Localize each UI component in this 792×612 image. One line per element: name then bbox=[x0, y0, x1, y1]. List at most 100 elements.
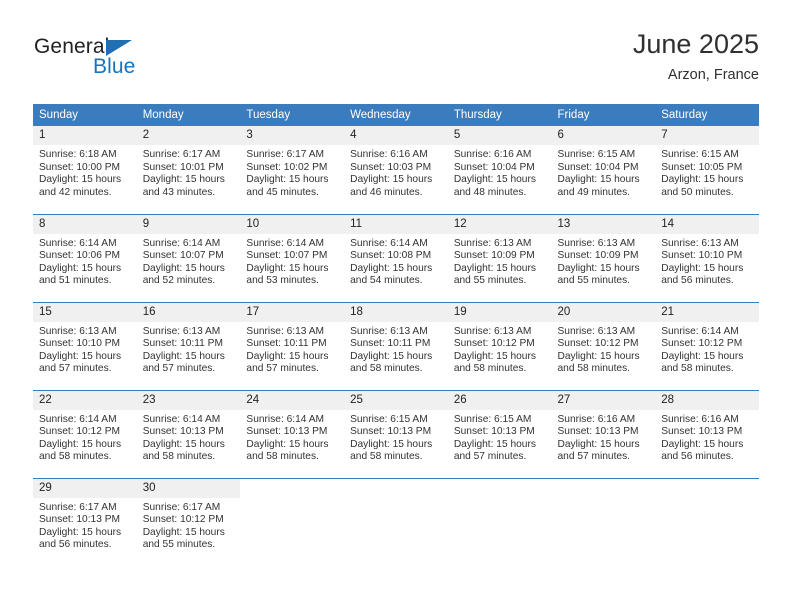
daylight-duration-line1: Daylight: 15 hours bbox=[142, 526, 225, 538]
day-number: 21 bbox=[655, 302, 759, 322]
daylight-duration-line2: and 56 minutes. bbox=[661, 451, 734, 463]
daylight-duration-line2: and 58 minutes. bbox=[350, 363, 423, 375]
daylight-duration-line1: Daylight: 15 hours bbox=[557, 174, 640, 186]
day-number: 9 bbox=[136, 214, 241, 234]
calendar-day-cell[interactable]: 3 Sunrise: 6:17 AM Sunset: 10:02 PM Dayligh… bbox=[240, 126, 345, 214]
daylight-duration-line2: and 58 minutes. bbox=[39, 451, 112, 463]
daylight-duration-line1: Daylight: 15 hours bbox=[661, 174, 744, 186]
day-number: 28 bbox=[655, 390, 759, 410]
weekday-header-monday: Monday bbox=[136, 104, 241, 126]
calendar-day-cell[interactable]: 13 Sunrise: 6:13 AM Sunset: 10:09 PM Daylig… bbox=[551, 213, 656, 302]
calendar-grid: Sunday Monday Tuesday Wednesday Thursday… bbox=[33, 104, 759, 566]
calendar-day-cell[interactable]: 28 Sunrise: 6:16 AM Sunset: 10:13 PM Daylig… bbox=[655, 389, 759, 478]
brand-logo[interactable]: General Blue bbox=[33, 28, 273, 86]
day-number: 18 bbox=[344, 302, 448, 322]
sunset-time: Sunset: 10:08 PM bbox=[350, 250, 432, 262]
sunrise-time: Sunrise: 6:13 AM bbox=[453, 237, 532, 249]
calendar-day-cell[interactable]: 18 Sunrise: 6:13 AM Sunset: 10:11 PM Daylig… bbox=[344, 301, 448, 390]
weekday-header-saturday: Saturday bbox=[655, 104, 759, 126]
calendar-day-cell[interactable]: 7 Sunrise: 6:15 AM Sunset: 10:05 PM Dayligh… bbox=[655, 126, 759, 214]
calendar-day-cell[interactable]: 29 Sunrise: 6:17 AM Sunset: 10:13 PM Daylig… bbox=[33, 477, 137, 566]
daylight-duration-line1: Daylight: 15 hours bbox=[350, 262, 433, 274]
day-number: 4 bbox=[344, 126, 448, 145]
day-number: 8 bbox=[33, 214, 137, 234]
sunrise-time: Sunrise: 6:14 AM bbox=[142, 413, 221, 425]
day-details: Sunrise: 6:15 AM Sunset: 10:13 PM Daylight… bbox=[448, 410, 552, 464]
calendar-day-cell[interactable]: 24 Sunrise: 6:14 AM Sunset: 10:13 PM Daylig… bbox=[240, 389, 345, 478]
day-details: Sunrise: 6:13 AM Sunset: 10:11 PM Daylight… bbox=[240, 322, 344, 376]
sunset-time: Sunset: 10:12 PM bbox=[39, 426, 120, 438]
daylight-duration-line1: Daylight: 15 hours bbox=[142, 350, 225, 362]
calendar-day-cell[interactable]: 26 Sunrise: 6:15 AM Sunset: 10:13 PM Daylig… bbox=[447, 389, 552, 478]
calendar-day-cell[interactable]: 1 Sunrise: 6:18 AM Sunset: 10:00 PM Dayligh… bbox=[33, 126, 137, 214]
weekday-header-thursday: Thursday bbox=[447, 104, 552, 126]
daylight-duration-line1: Daylight: 15 hours bbox=[453, 438, 536, 450]
day-details: Sunrise: 6:15 AM Sunset: 10:04 PM Daylight… bbox=[552, 145, 656, 199]
calendar-day-cell[interactable]: 8 Sunrise: 6:14 AM Sunset: 10:06 PM Dayligh… bbox=[33, 213, 137, 302]
day-details: Sunrise: 6:14 AM Sunset: 10:12 PM Daylight… bbox=[33, 410, 137, 464]
calendar-day-cell[interactable]: 30 Sunrise: 6:17 AM Sunset: 10:12 PM Daylig… bbox=[136, 477, 241, 566]
calendar-day-cell[interactable]: 20 Sunrise: 6:13 AM Sunset: 10:12 PM Daylig… bbox=[551, 301, 656, 390]
sunset-time: Sunset: 10:03 PM bbox=[350, 161, 432, 173]
day-details: Sunrise: 6:17 AM Sunset: 10:12 PM Daylight… bbox=[137, 498, 241, 552]
calendar-day-cell[interactable]: 19 Sunrise: 6:13 AM Sunset: 10:12 PM Daylig… bbox=[447, 301, 552, 390]
sunrise-time: Sunrise: 6:16 AM bbox=[557, 413, 636, 425]
day-number: 6 bbox=[551, 126, 656, 145]
sunset-time: Sunset: 10:11 PM bbox=[350, 338, 431, 350]
daylight-duration-line2: and 58 minutes. bbox=[557, 363, 631, 375]
calendar-day-cell[interactable]: 22 Sunrise: 6:14 AM Sunset: 10:12 PM Daylig… bbox=[33, 389, 137, 478]
sunset-time: Sunset: 10:06 PM bbox=[39, 250, 120, 262]
calendar-day-cell[interactable]: 17 Sunrise: 6:13 AM Sunset: 10:11 PM Daylig… bbox=[240, 301, 345, 390]
calendar-day-cell[interactable]: 15 Sunrise: 6:13 AM Sunset: 10:10 PM Daylig… bbox=[33, 301, 137, 390]
day-details: Sunrise: 6:14 AM Sunset: 10:07 PM Daylight… bbox=[240, 234, 344, 288]
day-details: Sunrise: 6:16 AM Sunset: 10:13 PM Daylight… bbox=[655, 410, 759, 464]
calendar-day-cell[interactable]: 10 Sunrise: 6:14 AM Sunset: 10:07 PM Daylig… bbox=[240, 213, 345, 302]
sunrise-time: Sunrise: 6:14 AM bbox=[246, 237, 324, 249]
calendar-day-cell[interactable]: 14 Sunrise: 6:13 AM Sunset: 10:10 PM Daylig… bbox=[655, 213, 759, 302]
day-number: 30 bbox=[136, 478, 241, 498]
calendar-cell-empty bbox=[551, 477, 656, 566]
calendar-day-cell[interactable]: 2 Sunrise: 6:17 AM Sunset: 10:01 PM Dayligh… bbox=[136, 126, 241, 214]
title-block: June 2025 Arzon, France bbox=[633, 28, 759, 84]
calendar-day-cell[interactable]: 5 Sunrise: 6:16 AM Sunset: 10:04 PM Dayligh… bbox=[447, 126, 552, 214]
sunrise-time: Sunrise: 6:14 AM bbox=[142, 237, 221, 249]
sunset-time: Sunset: 10:11 PM bbox=[142, 338, 223, 350]
calendar-day-cell[interactable]: 16 Sunrise: 6:13 AM Sunset: 10:11 PM Daylig… bbox=[136, 301, 241, 390]
calendar-day-cell[interactable]: 11 Sunrise: 6:14 AM Sunset: 10:08 PM Daylig… bbox=[344, 213, 448, 302]
calendar-day-cell[interactable]: 23 Sunrise: 6:14 AM Sunset: 10:13 PM Daylig… bbox=[136, 389, 241, 478]
day-number: 19 bbox=[447, 302, 552, 322]
weekday-header-tuesday: Tuesday bbox=[240, 104, 345, 126]
daylight-duration-line1: Daylight: 15 hours bbox=[661, 262, 744, 274]
sunrise-time: Sunrise: 6:15 AM bbox=[557, 149, 636, 160]
calendar-week-row: 15 Sunrise: 6:13 AM Sunset: 10:10 PM Daylig… bbox=[33, 301, 759, 390]
day-details: Sunrise: 6:16 AM Sunset: 10:03 PM Daylight… bbox=[344, 145, 448, 199]
calendar-day-cell[interactable]: 27 Sunrise: 6:16 AM Sunset: 10:13 PM Daylig… bbox=[551, 389, 656, 478]
daylight-duration-line2: and 58 minutes. bbox=[453, 363, 527, 375]
weekday-header-sunday: Sunday bbox=[33, 104, 137, 126]
daylight-duration-line2: and 43 minutes. bbox=[142, 186, 216, 198]
calendar-day-cell[interactable]: 9 Sunrise: 6:14 AM Sunset: 10:07 PM Dayligh… bbox=[136, 213, 241, 302]
calendar-day-cell[interactable]: 12 Sunrise: 6:13 AM Sunset: 10:09 PM Daylig… bbox=[447, 213, 552, 302]
day-details: Sunrise: 6:13 AM Sunset: 10:12 PM Daylight… bbox=[448, 322, 552, 376]
day-details: Sunrise: 6:13 AM Sunset: 10:09 PM Daylight… bbox=[552, 234, 656, 288]
daylight-duration-line2: and 57 minutes. bbox=[39, 363, 112, 375]
calendar-day-cell[interactable]: 6 Sunrise: 6:15 AM Sunset: 10:04 PM Dayligh… bbox=[551, 126, 656, 214]
calendar-week-row: 22 Sunrise: 6:14 AM Sunset: 10:12 PM Daylig… bbox=[33, 389, 759, 478]
calendar-week-row: 1 Sunrise: 6:18 AM Sunset: 10:00 PM Dayligh… bbox=[33, 126, 759, 214]
sunrise-time: Sunrise: 6:14 AM bbox=[246, 413, 324, 425]
calendar-header-row: Sunday Monday Tuesday Wednesday Thursday… bbox=[33, 104, 759, 126]
sunset-time: Sunset: 10:09 PM bbox=[557, 250, 639, 262]
calendar-day-cell[interactable]: 21 Sunrise: 6:14 AM Sunset: 10:12 PM Daylig… bbox=[655, 301, 759, 390]
day-number: 13 bbox=[551, 214, 656, 234]
daylight-duration-line1: Daylight: 15 hours bbox=[246, 262, 329, 274]
sunrise-time: Sunrise: 6:13 AM bbox=[557, 237, 636, 249]
daylight-duration-line1: Daylight: 15 hours bbox=[39, 262, 122, 274]
daylight-duration-line1: Daylight: 15 hours bbox=[246, 350, 329, 362]
daylight-duration-line1: Daylight: 15 hours bbox=[453, 350, 536, 362]
day-number: 26 bbox=[447, 390, 552, 410]
daylight-duration-line1: Daylight: 15 hours bbox=[246, 174, 329, 186]
sunrise-time: Sunrise: 6:16 AM bbox=[453, 149, 532, 160]
daylight-duration-line2: and 48 minutes. bbox=[453, 186, 527, 198]
calendar-day-cell[interactable]: 4 Sunrise: 6:16 AM Sunset: 10:03 PM Dayligh… bbox=[344, 126, 448, 214]
calendar-day-cell[interactable]: 25 Sunrise: 6:15 AM Sunset: 10:13 PM Daylig… bbox=[344, 389, 448, 478]
